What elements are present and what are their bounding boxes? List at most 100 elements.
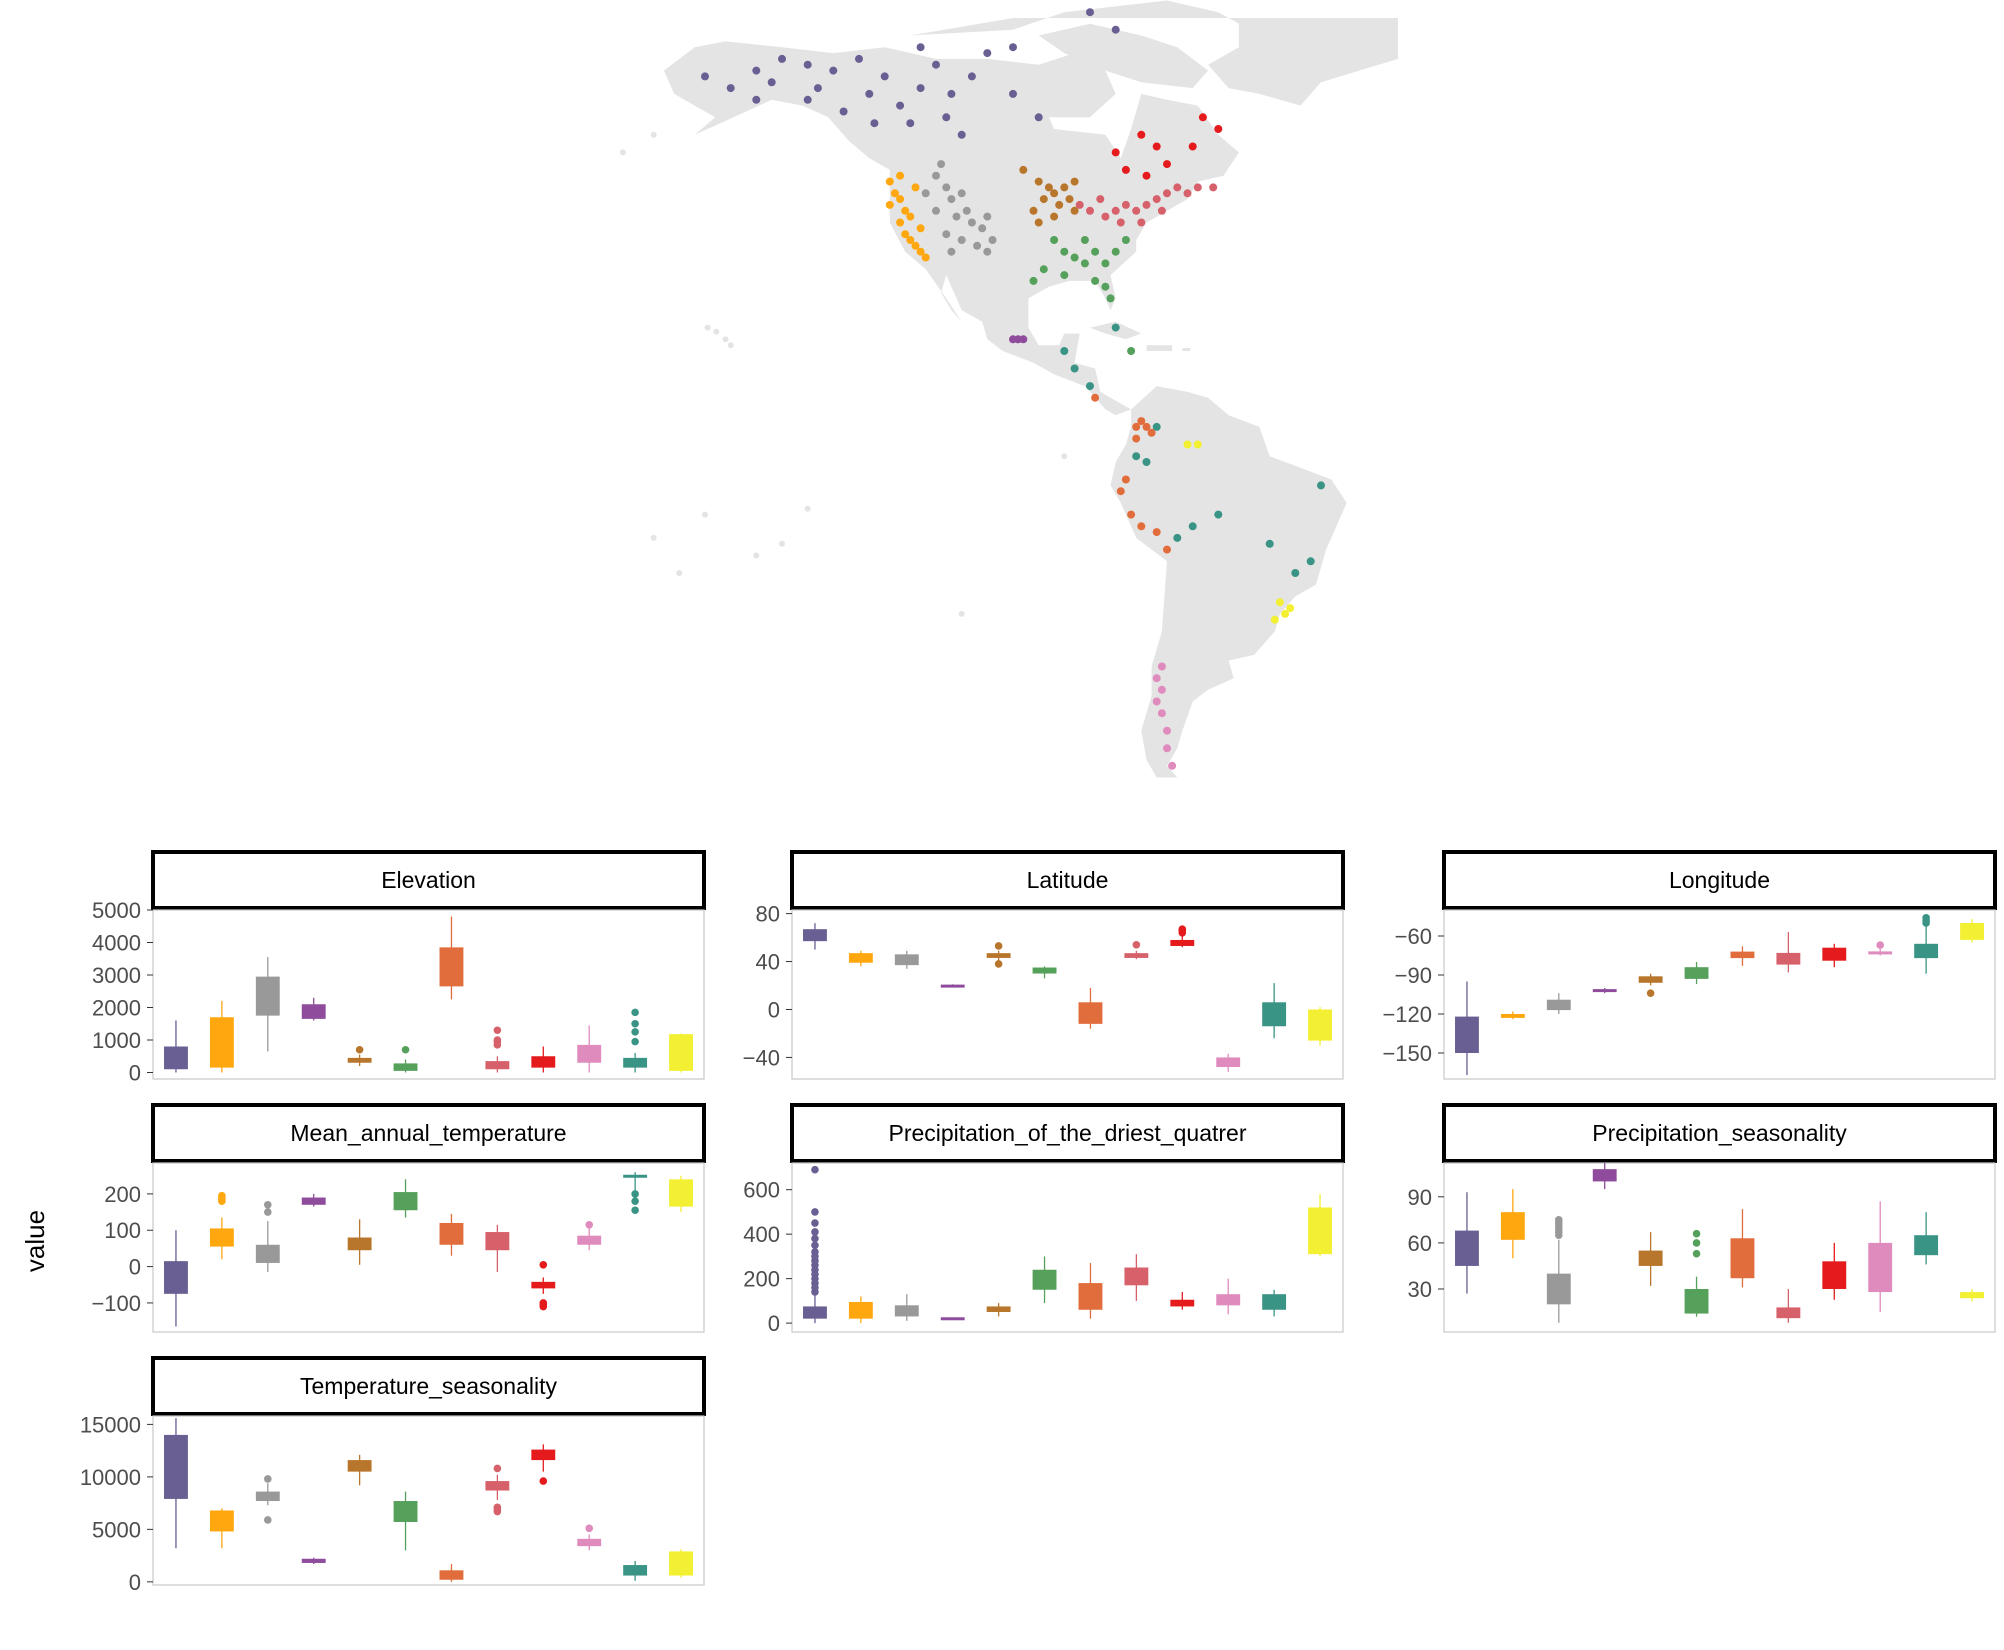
box (485, 1061, 510, 1070)
outlier-point (1692, 1249, 1701, 1258)
box (393, 1192, 418, 1211)
map-point (1101, 212, 1110, 221)
box (1455, 1230, 1479, 1266)
map-point (1106, 294, 1115, 303)
box (1170, 1299, 1195, 1307)
map-point (1270, 615, 1279, 624)
y-tick-label: 600 (743, 1178, 780, 1203)
box (1730, 951, 1755, 959)
map-point (1096, 195, 1105, 204)
y-tick-label: 100 (104, 1218, 141, 1243)
box (164, 1261, 188, 1294)
box (1868, 1242, 1893, 1293)
map-point (1121, 200, 1130, 209)
box (623, 1565, 648, 1576)
box (1638, 976, 1663, 983)
panel-precipitation-of-the-driest-quatrer: Precipitation_of_the_driest_quatrer 0 200 4… (743, 1103, 1345, 1336)
outlier-point (631, 1190, 639, 1198)
map-point (1039, 265, 1048, 274)
box (1078, 1002, 1103, 1024)
map-point (865, 89, 874, 98)
outlier-point (539, 1477, 548, 1485)
map-point (1121, 236, 1130, 244)
map-point (1034, 177, 1043, 186)
panel-strip (1442, 1103, 1997, 1163)
map-point (1034, 113, 1043, 122)
box (669, 1179, 693, 1207)
map-point (1157, 685, 1166, 694)
box (347, 1460, 372, 1472)
map-point (1209, 183, 1218, 192)
panel-strip (790, 1103, 1345, 1163)
y-tick-label: −100 (91, 1291, 141, 1316)
outlier-point (263, 1208, 272, 1216)
outlier-point (263, 1475, 272, 1483)
map-point (1157, 662, 1166, 671)
box (1684, 967, 1709, 979)
y-tick-label: 5000 (92, 1517, 141, 1542)
outlier-point (1692, 1239, 1701, 1247)
map-point (1214, 510, 1223, 519)
outlier-point (1132, 940, 1141, 949)
outlier-point (1876, 941, 1885, 949)
y-tick-label: 60 (1408, 1231, 1432, 1256)
map-point (752, 95, 761, 104)
outlier-point (401, 1045, 410, 1054)
map-point (1173, 183, 1182, 192)
map-point (911, 183, 920, 192)
map-point (1137, 218, 1146, 227)
box (1308, 1009, 1332, 1041)
map-point (957, 189, 966, 198)
panel-plot-area (791, 1162, 1344, 1333)
map-point (1070, 253, 1079, 262)
map (619, 0, 1398, 778)
map-point (1193, 440, 1202, 449)
box (1546, 1273, 1571, 1305)
map-point (1147, 428, 1156, 437)
outlier-point (631, 1028, 639, 1036)
box (347, 1237, 372, 1251)
map-point (942, 230, 951, 239)
box (1776, 1307, 1801, 1319)
box (209, 1017, 234, 1068)
box (301, 1558, 326, 1563)
panel-title: Precipitation_seasonality (1592, 1120, 1847, 1146)
map-point (901, 206, 910, 215)
box (1822, 1261, 1847, 1289)
box (1730, 1238, 1755, 1279)
map-point (1075, 200, 1084, 209)
map-point (1132, 206, 1141, 215)
box (1914, 1235, 1939, 1256)
map-point (1050, 236, 1059, 244)
box (1500, 1014, 1525, 1018)
map-point (1070, 364, 1079, 373)
box (1638, 1250, 1663, 1266)
box (1592, 989, 1617, 993)
map-point (778, 54, 786, 63)
box (623, 1057, 648, 1068)
panel-strip (1442, 850, 1997, 910)
outlier-point (585, 1524, 594, 1533)
panel-title: Temperature_seasonality (300, 1373, 557, 1399)
map-point (1055, 200, 1064, 209)
box (1455, 1016, 1479, 1053)
map-point (1137, 130, 1146, 139)
map-point (906, 236, 915, 244)
map-point (1121, 475, 1130, 484)
y-tick-label: 4000 (92, 931, 141, 956)
map-point (932, 206, 940, 215)
map-point (942, 113, 951, 122)
panel-title: Elevation (381, 867, 476, 893)
map-point (1132, 434, 1141, 443)
y-tick-label: −150 (1382, 1041, 1432, 1066)
map-point (947, 195, 956, 204)
box (531, 1281, 556, 1289)
outlier-point (811, 1208, 819, 1216)
box (1776, 952, 1801, 965)
y-tick-label: 0 (768, 997, 780, 1022)
box (1262, 1002, 1287, 1027)
panel-strip (151, 1103, 706, 1163)
y-tick-label: 400 (743, 1222, 780, 1247)
map-point (1070, 206, 1079, 215)
